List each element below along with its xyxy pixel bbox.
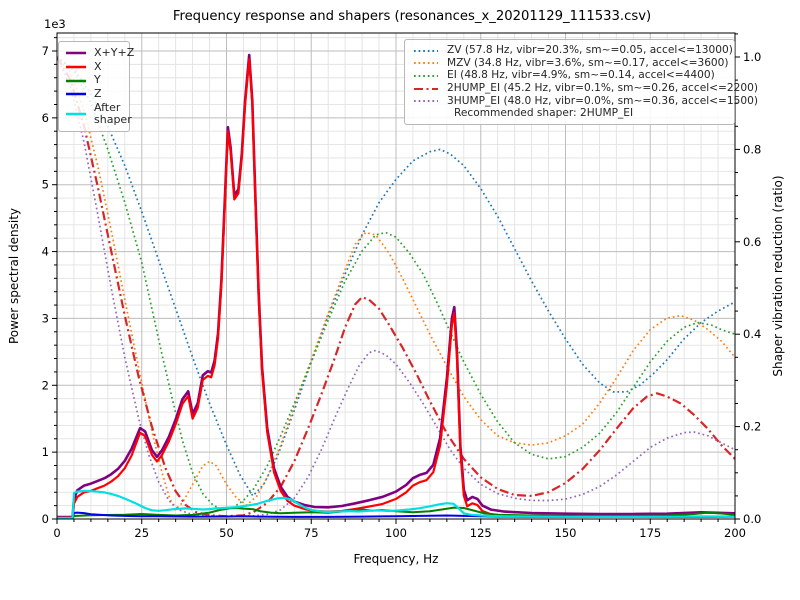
x-tick-label: 100 bbox=[385, 526, 407, 540]
legend-shapers-rows: ZV (57.8 Hz, vibr=20.3%, sm~=0.05, accel… bbox=[413, 44, 758, 120]
y-right-tick-label: 0.8 bbox=[743, 142, 761, 156]
legend-item-ZV: ZV (57.8 Hz, vibr=20.3%, sm~=0.05, accel… bbox=[413, 44, 733, 57]
legend-item-2HUMP-EI: 2HUMP_EI (45.2 Hz, vibr=0.1%, sm~=0.26, … bbox=[413, 82, 758, 95]
shaper-series-line-MZV bbox=[57, 56, 735, 511]
legend-item-MZV: MZV (34.8 Hz, vibr=3.6%, sm~=0.17, accel… bbox=[413, 56, 729, 70]
y-left-tick-label: 0 bbox=[42, 512, 49, 526]
y-axis-multiplier: 1e3 bbox=[44, 17, 66, 31]
legend-swatch-solid bbox=[66, 112, 86, 116]
x-tick-label: 25 bbox=[134, 526, 149, 540]
x-tick-label: 175 bbox=[639, 526, 661, 540]
psd-series-line-After-shaper bbox=[57, 489, 735, 519]
legend-swatch-solid bbox=[66, 65, 86, 69]
y-right-tick-label: 1.0 bbox=[743, 50, 761, 64]
psd-series-line-X bbox=[57, 57, 735, 519]
legend-item-label: Y bbox=[94, 73, 101, 87]
legend-swatch-dotted bbox=[414, 75, 438, 78]
y-left-tick-label: 3 bbox=[42, 311, 49, 325]
x-tick-label: 0 bbox=[53, 526, 60, 540]
data-series bbox=[57, 53, 735, 519]
legend-item-Y: Y bbox=[65, 74, 123, 87]
x-tick-label: 200 bbox=[724, 526, 746, 540]
legend-recommended-note: Recommended shaper: 2HUMP_EI bbox=[446, 108, 726, 120]
legend-shapers: ZV (57.8 Hz, vibr=20.3%, sm~=0.05, accel… bbox=[404, 39, 758, 125]
x-tick-label: 75 bbox=[304, 526, 319, 540]
shaper-series-line-2HUMP-EI bbox=[57, 56, 735, 518]
legend-item-3HUMP-EI: 3HUMP_EI (48.0 Hz, vibr=0.0%, sm~=0.36, … bbox=[413, 95, 758, 108]
shaper-series-line-EI bbox=[57, 56, 735, 511]
y-left-tick-label: 1 bbox=[42, 445, 49, 459]
x-axis-label: Frequency, Hz bbox=[354, 552, 439, 566]
legend-item-label: 3HUMP_EI (48.0 Hz, vibr=0.0%, sm~=0.36, … bbox=[447, 94, 758, 107]
legend-swatch-dotted bbox=[414, 62, 438, 65]
x-tick-label: 50 bbox=[219, 526, 234, 540]
legend-item-label: EI (48.8 Hz, vibr=4.9%, sm~=0.14, accel<… bbox=[447, 69, 715, 82]
legend-item-label: 2HUMP_EI (45.2 Hz, vibr=0.1%, sm~=0.26, … bbox=[447, 81, 758, 94]
legend-swatch-solid bbox=[66, 79, 86, 82]
legend-item-After-shaper: After shaper bbox=[65, 101, 132, 127]
y-right-tick-label: 0.2 bbox=[743, 420, 761, 434]
legend-psd-rows: X+Y+Z X Y Z After shaper bbox=[65, 46, 134, 127]
x-tick-label: 150 bbox=[555, 526, 577, 540]
legend-item-EI: EI (48.8 Hz, vibr=4.9%, sm~=0.14, accel<… bbox=[413, 70, 726, 82]
y-left-tick-label: 2 bbox=[42, 378, 49, 392]
legend-item-Z: Z bbox=[65, 86, 123, 101]
legend-item-label: X bbox=[94, 59, 102, 73]
y-right-tick-label: 0.0 bbox=[743, 512, 761, 526]
x-tick-label: 125 bbox=[470, 526, 492, 540]
y-right-axis-label: Shaper vibration reduction (ratio) bbox=[771, 175, 785, 376]
y-left-tick-label: 5 bbox=[42, 178, 49, 192]
legend-item-X: X bbox=[65, 59, 123, 74]
y-left-tick-label: 4 bbox=[42, 245, 49, 259]
y-right-tick-label: 0.6 bbox=[743, 235, 761, 249]
y-left-tick-label: 6 bbox=[42, 111, 49, 125]
shaper-series-line-ZV bbox=[57, 56, 735, 497]
legend-swatch-dotted bbox=[414, 49, 438, 52]
legend-swatch-dashdot bbox=[414, 87, 438, 90]
legend-item-X+Y+Z: X+Y+Z bbox=[65, 46, 134, 60]
legend-item-label: Z bbox=[94, 86, 102, 100]
legend-note-label: Recommended shaper: 2HUMP_EI bbox=[454, 107, 634, 120]
y-left-axis-label: Power spectral density bbox=[7, 208, 21, 344]
legend-item-label: After shaper bbox=[94, 100, 132, 127]
axis-ticks: 0 25 50 75 100 125 150 175 200 0 1 2 3 4 5 6 7 0.0 0.2 0.4 0… bbox=[42, 33, 761, 540]
legend-item-label: X+Y+Z bbox=[94, 46, 135, 59]
chart-title: Frequency response and shapers (resonanc… bbox=[173, 9, 651, 24]
legend-swatch-solid bbox=[66, 52, 86, 55]
y-right-tick-label: 0.4 bbox=[743, 327, 761, 341]
legend-swatch-dotted bbox=[414, 100, 438, 103]
legend-psd: X+Y+Z X Y Z After shaper bbox=[58, 41, 134, 132]
legend-item-label: ZV (57.8 Hz, vibr=20.3%, sm~=0.05, accel… bbox=[447, 44, 733, 56]
y-left-tick-label: 7 bbox=[42, 44, 49, 58]
legend-swatch-solid bbox=[66, 92, 86, 96]
legend-item-label: MZV (34.8 Hz, vibr=3.6%, sm~=0.17, accel… bbox=[447, 56, 729, 69]
